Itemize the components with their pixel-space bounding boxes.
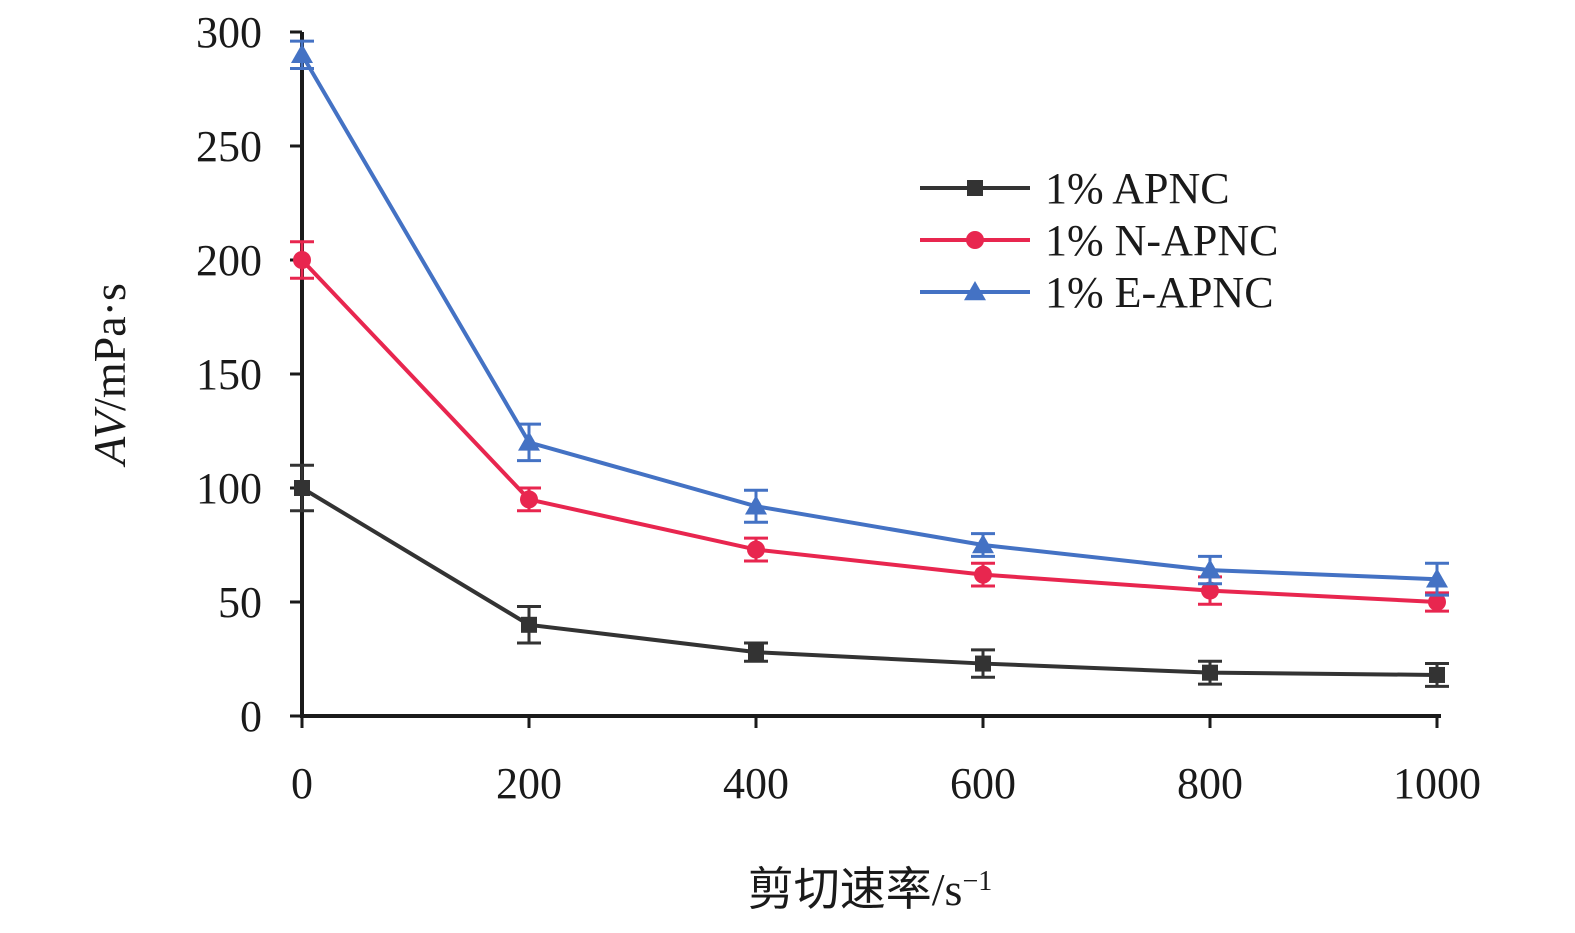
x-ticks-group: 0 200 400 600 800 1000: [291, 716, 1481, 808]
y-ticks-group: 0 50 100 150 200 250 300: [196, 8, 302, 741]
data-point: [1201, 581, 1219, 600]
y-tick-label: 100: [196, 464, 262, 513]
legend-marker: [967, 180, 983, 196]
data-point: [747, 540, 765, 559]
data-point: [1428, 593, 1446, 611]
series-3: [290, 39, 1449, 597]
series-layer: [290, 39, 1449, 688]
data-point: [745, 495, 767, 515]
y-tick-label: 0: [240, 692, 262, 741]
data-point: [1199, 559, 1221, 579]
series-line: [300, 486, 1438, 677]
x-tick-label: 400: [723, 759, 789, 808]
x-tick-label: 800: [1177, 759, 1243, 808]
y-axis-label: AV/mPa·s: [84, 283, 135, 468]
legend-marker: [964, 281, 986, 301]
x-axis-label: 剪切速率/s−1: [748, 864, 992, 915]
legend-item: 1% N-APNC: [920, 216, 1278, 265]
y-tick-label: 150: [196, 350, 262, 399]
series-line: [300, 258, 1438, 604]
legend-label: 1% E-APNC: [1045, 268, 1274, 317]
x-tick-label: 200: [496, 759, 562, 808]
y-tick-label: 50: [218, 578, 262, 627]
series-line: [300, 53, 1438, 582]
data-point: [974, 565, 992, 584]
axes-group: [300, 32, 1441, 718]
y-tick-label: 250: [196, 122, 262, 171]
data-point: [972, 534, 994, 554]
data-point: [748, 644, 764, 661]
legend-label: 1% N-APNC: [1045, 216, 1278, 265]
data-point: [1202, 664, 1218, 681]
data-point: [1429, 666, 1445, 683]
data-point: [294, 480, 310, 496]
y-tick-label: 300: [196, 8, 262, 57]
legend-item: 1% APNC: [920, 164, 1230, 213]
x-tick-label: 600: [950, 759, 1016, 808]
x-tick-label: 1000: [1393, 759, 1481, 808]
data-point: [521, 616, 537, 633]
data-point: [293, 251, 311, 269]
y-tick-label: 200: [196, 236, 262, 285]
data-point: [975, 655, 991, 672]
data-point: [1426, 568, 1448, 588]
legend-label: 1% APNC: [1045, 164, 1230, 213]
x-tick-label: 0: [291, 759, 313, 808]
data-point: [518, 431, 540, 451]
data-point: [291, 43, 313, 64]
data-point: [520, 490, 538, 509]
legend-marker: [966, 231, 984, 249]
series-2: [290, 240, 1449, 613]
legend-item: 1% E-APNC: [920, 268, 1274, 317]
series-1: [290, 463, 1449, 688]
